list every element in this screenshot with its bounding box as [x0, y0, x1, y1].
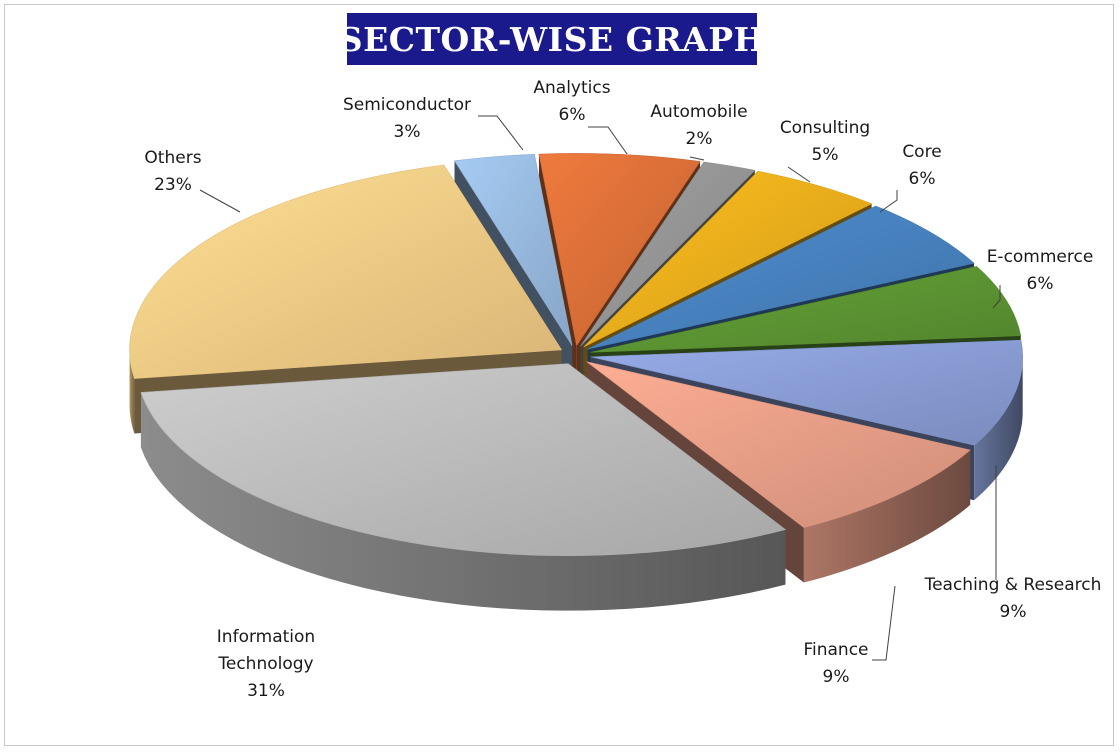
leader-line-analytics — [588, 126, 628, 155]
leader-line-e-commerce — [992, 285, 1001, 309]
data-label-others: Others 23% — [144, 148, 201, 195]
data-label-consulting: Consulting 5% — [780, 118, 870, 165]
data-label-semiconductor: Semiconductor 3% — [343, 95, 471, 142]
data-label-finance: Finance 9% — [803, 640, 868, 687]
chart-title: SECTOR-WISE GRAPH — [339, 13, 765, 65]
data-label-analytics: Analytics 6% — [533, 78, 610, 125]
leader-line-automobile — [689, 156, 705, 161]
data-label-automobile: Automobile 2% — [650, 102, 747, 149]
leader-line-consulting — [787, 166, 811, 183]
leader-line-others — [199, 189, 241, 213]
leader-line-semiconductor — [478, 115, 524, 151]
data-label-core: Core 6% — [902, 142, 941, 189]
data-label-information-technology: Information Technology 31% — [217, 627, 315, 701]
pie-slice-information-technology — [140, 363, 787, 611]
leader-line-core — [879, 190, 898, 213]
data-label-teaching-and-research: Teaching & Research 9% — [924, 575, 1102, 622]
leader-line-finance — [872, 585, 896, 661]
data-label-e-commerce: E-commerce 6% — [987, 247, 1094, 294]
